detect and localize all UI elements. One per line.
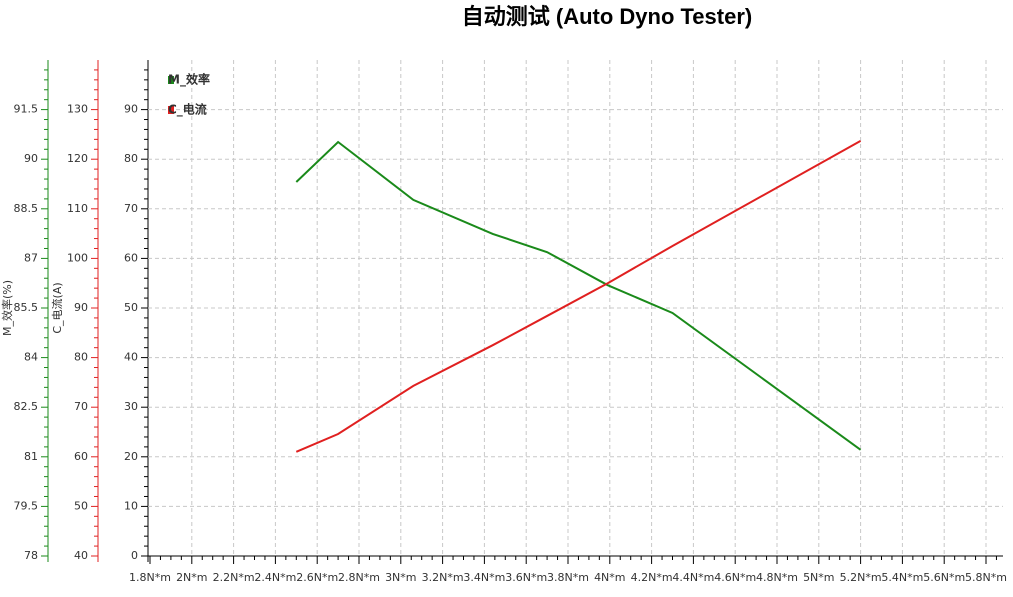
series-line <box>295 140 862 451</box>
x-tick-label: 3.6N*m <box>505 571 547 584</box>
y2-tick-label: 90 <box>74 301 88 314</box>
x-tick-label: 5.2N*m <box>840 571 882 584</box>
x-tick-label: 3.4N*m <box>463 571 505 584</box>
x-tick-label: 3.2N*m <box>422 571 464 584</box>
x-tick-label: 2.2N*m <box>213 571 255 584</box>
y3-tick-label: 90 <box>24 152 38 165</box>
legend-swatch <box>168 76 174 84</box>
y3-tick-label: 88.5 <box>14 202 39 215</box>
y3-tick-label: 91.5 <box>14 103 39 116</box>
x-tick-label: 4.4N*m <box>672 571 714 584</box>
y3-tick-label: 78 <box>24 549 38 562</box>
y-tick-label: 80 <box>124 152 138 165</box>
legend-label: M_效率 <box>168 72 210 88</box>
y3-tick-label: 79.5 <box>14 499 39 512</box>
x-tick-label: 3N*m <box>385 571 416 584</box>
y-tick-label: 40 <box>124 351 138 364</box>
y2-tick-label: 100 <box>67 251 88 264</box>
y2-axis-label: C_电流(A) <box>50 282 64 333</box>
y-tick-label: 0 <box>131 549 138 562</box>
x-tick-label: 5.4N*m <box>881 571 923 584</box>
y-tick-label: 50 <box>124 301 138 314</box>
x-tick-label: 2N*m <box>176 571 207 584</box>
y2-tick-label: 110 <box>67 202 88 215</box>
y-tick-label: 20 <box>124 450 138 463</box>
x-tick-label: 2.4N*m <box>254 571 296 584</box>
y3-tick-label: 85.5 <box>14 301 39 314</box>
x-tick-label: 4.8N*m <box>756 571 798 584</box>
y-tick-label: 70 <box>124 202 138 215</box>
x-tick-label: 4N*m <box>594 571 625 584</box>
y-tick-label: 60 <box>124 251 138 264</box>
y3-tick-label: 81 <box>24 450 38 463</box>
y-tick-label: 10 <box>124 499 138 512</box>
x-tick-label: 4.6N*m <box>714 571 756 584</box>
y-tick-label: 90 <box>124 103 138 116</box>
series-line <box>295 139 862 453</box>
y2-tick-label: 80 <box>74 351 88 364</box>
x-tick-label: 5.6N*m <box>923 571 965 584</box>
y3-axis-label: M_效率(%) <box>0 280 14 336</box>
x-tick-label: 3.8N*m <box>547 571 589 584</box>
x-tick-label: 5N*m <box>803 571 834 584</box>
legend-label: C_电流 <box>168 102 207 118</box>
y3-tick-label: 82.5 <box>14 400 39 413</box>
x-tick-label: 2.8N*m <box>338 571 380 584</box>
y3-tick-label: 84 <box>24 351 38 364</box>
y2-tick-label: 120 <box>67 152 88 165</box>
legend-swatch <box>168 106 174 114</box>
x-tick-label: 1.8N*m <box>129 571 171 584</box>
y2-tick-label: 130 <box>67 103 88 116</box>
y2-tick-label: 60 <box>74 450 88 463</box>
y2-tick-label: 70 <box>74 400 88 413</box>
y-tick-label: 30 <box>124 400 138 413</box>
x-tick-label: 2.6N*m <box>296 571 338 584</box>
x-tick-label: 4.2N*m <box>631 571 673 584</box>
y2-tick-label: 40 <box>74 549 88 562</box>
chart-title: 自动测试 (Auto Dyno Tester) <box>462 4 752 29</box>
y2-tick-label: 50 <box>74 499 88 512</box>
x-tick-label: 5.8N*m <box>965 571 1007 584</box>
y3-tick-label: 87 <box>24 251 38 264</box>
